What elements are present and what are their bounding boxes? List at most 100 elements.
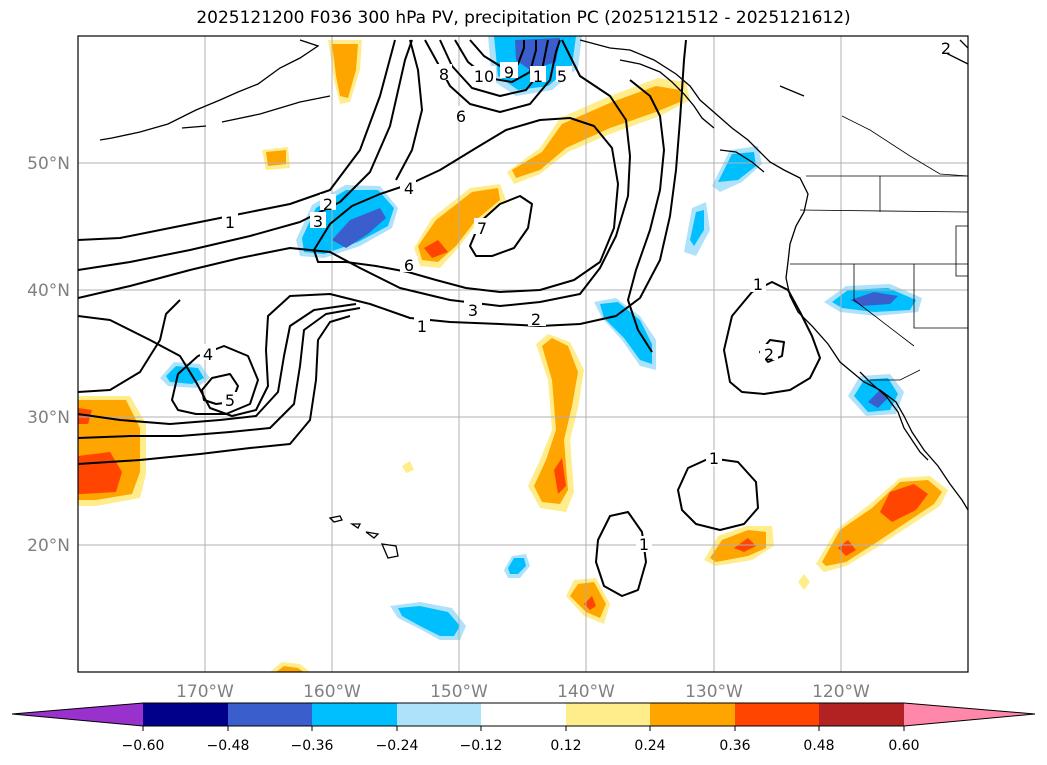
border-state — [799, 209, 968, 213]
colorbar-tick-label: −0.48 — [207, 738, 250, 754]
pv-contour — [469, 195, 533, 257]
precip-positive-region — [276, 666, 304, 672]
coastline-aleutians — [181, 95, 331, 129]
border-us-mexico — [870, 369, 921, 381]
border-state — [955, 225, 968, 277]
pv-contour — [78, 307, 361, 439]
precip-positive-region — [266, 150, 286, 166]
contour-label: 3 — [468, 301, 478, 320]
coastline-hawaii — [328, 515, 399, 559]
lon-tick-label: 150°W — [430, 682, 488, 702]
contour-label: 1 — [709, 449, 719, 468]
coastline-baja — [859, 371, 929, 461]
contour-label: 6 — [404, 256, 414, 275]
latitude-labels: 50°N 40°N 30°N 20°N — [27, 154, 70, 556]
pv-contour — [78, 39, 631, 307]
colorbar-extend-low — [12, 703, 143, 726]
precip-negative-region — [515, 38, 560, 70]
colorbar-tick-label: 0.60 — [888, 738, 919, 754]
colorbar-segment — [481, 703, 566, 726]
colorbar-segment — [312, 703, 397, 726]
contour-label: 2 — [531, 310, 541, 329]
pv-contour — [627, 79, 665, 353]
colorbar-tick-label: −0.24 — [376, 738, 419, 754]
lat-tick-label: 30°N — [27, 408, 70, 428]
colorbar-tick-label: 0.36 — [719, 738, 750, 754]
contour-labels: 1 2 3 4 5 6 7 8 9 10 1 2 3 6 4 5 1 2 1 1… — [200, 39, 954, 554]
lon-tick-label: 140°W — [557, 682, 615, 702]
precip-negative-region — [718, 152, 756, 182]
colorbar-segment — [397, 703, 481, 726]
colorbar-tick-label: −0.36 — [291, 738, 334, 754]
contour-label: 3 — [313, 212, 323, 231]
coastline-alaska-islands — [619, 59, 715, 129]
lat-tick-label: 50°N — [27, 154, 70, 174]
precip-positive-region — [554, 458, 566, 494]
coastlines — [99, 39, 968, 559]
pv-contour — [677, 457, 759, 531]
precip-negative-region — [850, 292, 898, 306]
precip-positive-region — [424, 240, 448, 258]
colorbar-segment — [566, 703, 650, 726]
lat-tick-label: 20°N — [27, 536, 70, 556]
precip-positive-region — [798, 574, 810, 590]
precip-negative-region — [690, 210, 704, 246]
contour-label: 1 — [533, 67, 543, 86]
colorbar-tick-label: −0.60 — [122, 738, 165, 754]
colorbar-tick-label: −0.12 — [460, 738, 503, 754]
pv-contour — [171, 345, 259, 415]
contour-label: 5 — [225, 391, 235, 410]
colorbar-segment — [819, 703, 904, 726]
map-frame — [77, 35, 969, 673]
lon-tick-label: 160°W — [303, 682, 361, 702]
longitude-labels: 170°W 160°W 150°W 140°W 130°W 120°W — [176, 682, 870, 702]
contour-label: 1 — [225, 213, 235, 232]
precip-positive-region — [838, 540, 856, 556]
colorbar-segment — [650, 703, 735, 726]
pv-contour — [454, 39, 537, 83]
contour-label: 9 — [504, 63, 514, 82]
pv-contour — [78, 299, 181, 393]
colorbar-extend-high — [904, 703, 1035, 726]
lat-tick-label: 40°N — [27, 281, 70, 301]
border-state — [913, 264, 968, 329]
contour-label: 4 — [404, 179, 414, 198]
border-state — [853, 264, 915, 347]
state-borders — [790, 115, 968, 381]
lon-tick-label: 120°W — [812, 682, 870, 702]
contour-label: 10 — [474, 67, 494, 86]
contour-label: 8 — [439, 65, 449, 84]
precip-negative-region — [332, 208, 386, 248]
precip-negative-region — [868, 390, 888, 408]
contour-label: 2 — [764, 345, 774, 364]
precip-positive-region — [402, 461, 414, 473]
pv-contour — [759, 339, 785, 363]
lon-tick-label: 130°W — [685, 682, 743, 702]
border-yukon — [841, 115, 968, 177]
map-title: 2025121200 F036 300 hPa PV, precipitatio… — [196, 8, 851, 28]
contour-label: 1 — [753, 275, 763, 294]
contour-label: 1 — [639, 535, 649, 554]
contour-label: 4 — [203, 345, 213, 364]
precip-negative-region — [508, 558, 526, 574]
colorbar-segment — [228, 703, 312, 726]
colorbar-tick-label: 0.24 — [634, 738, 665, 754]
colorbar-segment — [735, 703, 819, 726]
colorbar-segment — [143, 703, 228, 726]
pv-contour — [723, 281, 821, 395]
contour-label: 5 — [557, 67, 567, 86]
colorbar: −0.60 −0.48 −0.36 −0.24 −0.12 0.12 0.24 … — [11, 702, 1036, 754]
contour-label: 7 — [477, 219, 487, 238]
precip-positive-region — [512, 86, 680, 178]
contour-label: 1 — [417, 317, 427, 336]
contour-label: 2 — [323, 195, 333, 214]
precip-negative-region — [398, 606, 460, 636]
pv-contour — [595, 511, 647, 597]
pv-contour — [78, 39, 396, 241]
coastline-bc-islands — [719, 85, 805, 173]
coastline-alaska-peninsula — [99, 39, 320, 141]
precip-positive-region — [332, 44, 358, 98]
lon-tick-label: 170°W — [176, 682, 234, 702]
precip-positive-region — [584, 596, 596, 610]
